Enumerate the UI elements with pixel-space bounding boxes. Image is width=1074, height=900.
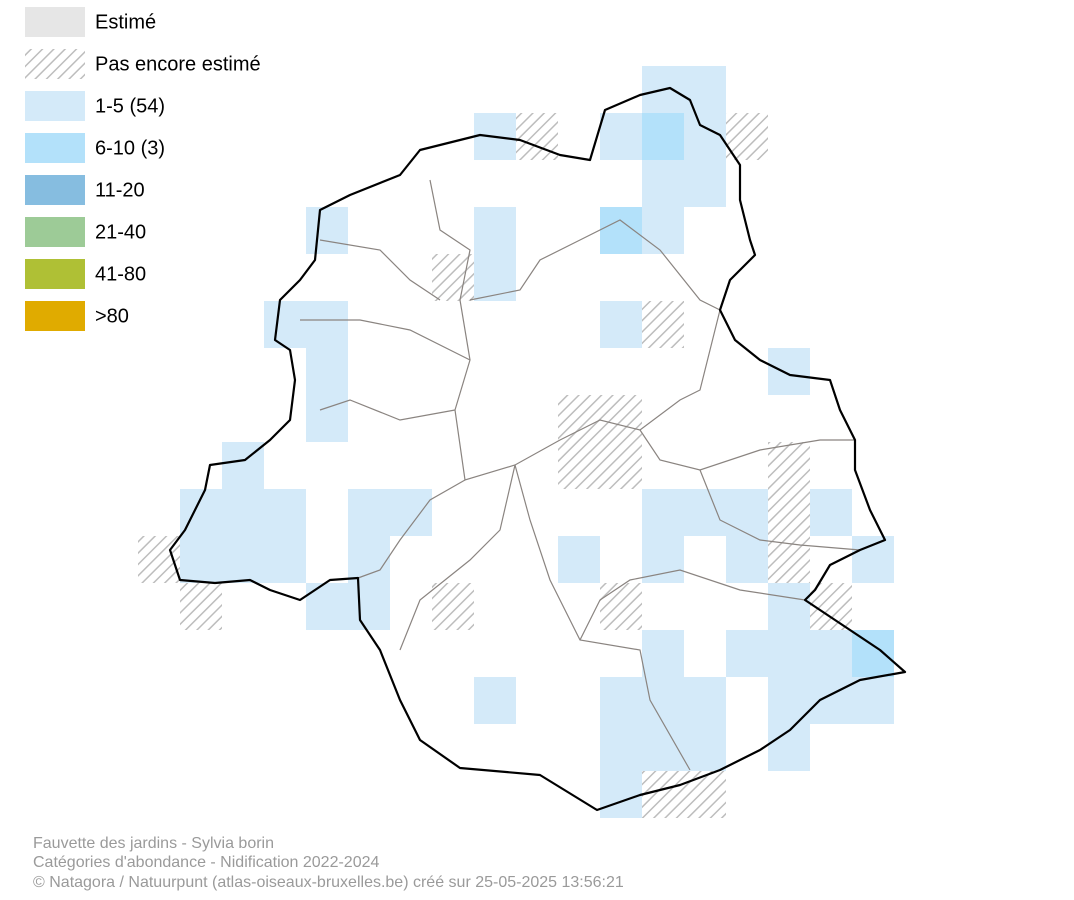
grid-cell	[558, 395, 600, 442]
grid-cell	[600, 442, 642, 489]
grid-cell	[222, 489, 264, 536]
legend-label: 1-5 (54)	[95, 95, 165, 117]
grid-cell	[348, 489, 390, 536]
legend-label: 41-80	[95, 263, 146, 285]
grid-cell	[810, 630, 852, 677]
legend-label: 11-20	[95, 179, 145, 201]
legend-label: Estimé	[95, 11, 156, 33]
grid-cell	[390, 489, 432, 536]
grid-cell	[306, 583, 348, 630]
grid-cell	[810, 489, 852, 536]
legend-swatch	[25, 217, 85, 247]
grid-cell	[600, 395, 642, 442]
grid-cell	[684, 113, 726, 160]
grid-cell	[642, 630, 684, 677]
grid-cell	[432, 583, 474, 630]
grid-cell	[558, 442, 600, 489]
grid-cells	[138, 66, 894, 818]
grid-cell	[306, 348, 348, 395]
grid-cell	[768, 489, 810, 536]
grid-cell	[600, 301, 642, 348]
grid-cell	[642, 536, 684, 583]
grid-cell	[684, 66, 726, 113]
grid-cell	[474, 207, 516, 254]
grid-cell	[180, 583, 222, 630]
grid-cell	[684, 489, 726, 536]
footer-line: Fauvette des jardins - Sylvia borin	[33, 835, 274, 852]
grid-cell	[600, 113, 642, 160]
grid-cell	[852, 630, 894, 677]
grid-cell	[474, 677, 516, 724]
legend-swatch	[25, 175, 85, 205]
grid-cell	[474, 254, 516, 301]
legend-label: 6-10 (3)	[95, 137, 165, 159]
municipal-borders	[300, 179, 861, 771]
grid-cell	[558, 536, 600, 583]
legend-swatch	[25, 133, 85, 163]
grid-cell	[852, 677, 894, 724]
grid-cell	[306, 301, 348, 348]
grid-cell	[348, 536, 390, 583]
footer-line: Catégories d'abondance - Nidification 20…	[33, 854, 380, 871]
grid-cell	[810, 583, 852, 630]
grid-cell	[432, 254, 474, 301]
legend-swatch	[25, 301, 85, 331]
grid-cell	[264, 536, 306, 583]
grid-cell	[600, 724, 642, 771]
grid-cell	[768, 442, 810, 489]
grid-cell	[726, 113, 768, 160]
grid-cell	[348, 583, 390, 630]
region-outline	[168, 86, 907, 812]
grid-cell	[642, 207, 684, 254]
grid-cell	[642, 113, 684, 160]
grid-cell	[264, 489, 306, 536]
grid-cell	[810, 677, 852, 724]
grid-cell	[768, 630, 810, 677]
grid-cell	[726, 489, 768, 536]
legend-label: Pas encore estimé	[95, 53, 261, 75]
grid-cell	[180, 536, 222, 583]
grid-cell	[600, 207, 642, 254]
grid-cell	[726, 536, 768, 583]
grid-cell	[684, 677, 726, 724]
grid-cell	[684, 724, 726, 771]
grid-cell	[852, 536, 894, 583]
legend-swatch	[25, 91, 85, 121]
grid-cell	[768, 348, 810, 395]
legend-swatch	[25, 49, 85, 79]
grid-cell	[306, 395, 348, 442]
grid-cell	[600, 583, 642, 630]
legend-label: >80	[95, 305, 129, 327]
grid-cell	[726, 630, 768, 677]
legend: Estimé Pas encore estimé 1-5 (54) 6-10 (…	[25, 7, 261, 331]
grid-cell	[600, 771, 642, 818]
grid-cell	[642, 771, 684, 818]
grid-cell	[264, 301, 306, 348]
grid-cell	[642, 489, 684, 536]
grid-cell	[684, 160, 726, 207]
grid-cell	[642, 301, 684, 348]
grid-cell	[768, 583, 810, 630]
grid-cell	[642, 677, 684, 724]
grid-cell	[684, 771, 726, 818]
grid-cell	[600, 677, 642, 724]
legend-swatch	[25, 259, 85, 289]
legend-label: 21-40	[95, 221, 146, 243]
legend-swatch	[25, 7, 85, 37]
grid-cell	[306, 207, 348, 254]
grid-cell	[642, 160, 684, 207]
grid-cell	[222, 536, 264, 583]
footer-line: © Natagora / Natuurpunt (atlas-oiseaux-b…	[33, 874, 624, 891]
